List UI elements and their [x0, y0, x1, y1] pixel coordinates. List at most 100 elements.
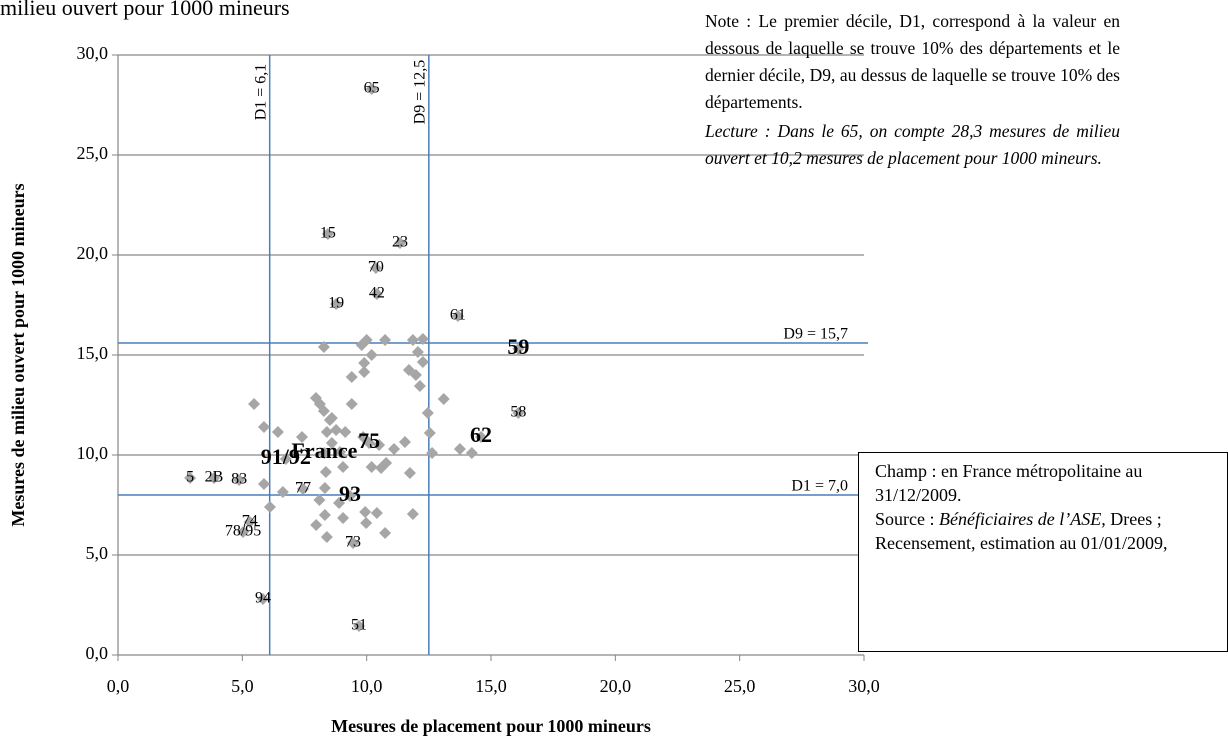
point-label: France: [291, 438, 357, 463]
point: [321, 228, 334, 240]
y-axis-title: Mesures de milieu ouvert pour 1000 mineu…: [8, 183, 28, 526]
note: Note : Le premier décile, D1, correspond…: [705, 11, 1120, 112]
y-tick-label: 25,0: [77, 143, 109, 163]
point: [330, 424, 343, 436]
y-tick-label: 20,0: [77, 243, 109, 263]
point: [320, 531, 333, 543]
point: [256, 593, 269, 605]
y-tick-label: 15,0: [77, 343, 109, 363]
point-label: 94: [255, 590, 271, 607]
point: [379, 527, 392, 539]
point: [409, 369, 422, 381]
point: [373, 439, 386, 451]
x-tick-label: 20,0: [600, 676, 632, 696]
point-label: 91/92: [261, 444, 311, 469]
point: [334, 446, 347, 458]
annotation: D9 = 12,5: [412, 60, 429, 125]
note-block: Note : Le premier décile, D1, correspond…: [705, 8, 1120, 174]
point: [248, 398, 261, 410]
point: [318, 482, 331, 494]
point: [406, 508, 419, 520]
point-label: 51: [351, 617, 367, 634]
point: [320, 426, 333, 438]
point: [365, 83, 378, 95]
point: [184, 472, 197, 484]
chart-title: milieu ouvert pour 1000 mineurs: [0, 0, 290, 20]
point-label: 75: [358, 428, 380, 453]
point: [339, 426, 352, 438]
point-label: 83: [231, 471, 247, 488]
point: [512, 343, 525, 355]
x-tick-label: 0,0: [107, 676, 130, 696]
point-label: 15: [320, 225, 336, 242]
y-tick-label: 10,0: [77, 443, 109, 463]
point-label: 19: [328, 295, 344, 312]
point: [313, 494, 326, 506]
point: [352, 620, 365, 632]
champ: Champ : en France métropolitaine au 31/1…: [875, 461, 1143, 505]
point-label: 74: [242, 513, 258, 530]
point: [406, 334, 419, 346]
point: [257, 421, 270, 433]
point: [411, 346, 424, 358]
point: [318, 447, 331, 459]
source: Source : Bénéficiaires de l’ASE, Drees ;…: [875, 507, 1217, 555]
point: [325, 412, 338, 424]
x-tick-label: 25,0: [724, 676, 756, 696]
lecture: Lecture : Dans le 65, on compte 28,3 mes…: [705, 121, 1120, 168]
point: [475, 431, 488, 443]
x-tick-label: 15,0: [475, 676, 507, 696]
x-tick-label: 10,0: [351, 676, 383, 696]
annotation: D1 = 7,0: [791, 478, 848, 495]
point: [243, 516, 256, 528]
point: [358, 357, 371, 369]
point: [319, 466, 332, 478]
annotation: D9 = 15,7: [783, 326, 848, 343]
point: [423, 427, 436, 439]
point: [344, 490, 357, 502]
point: [318, 509, 331, 521]
point-label: 58: [510, 404, 526, 421]
point-label: 5: [186, 469, 194, 486]
point: [271, 426, 284, 438]
point: [388, 443, 401, 455]
point: [360, 334, 373, 346]
point: [365, 461, 378, 473]
point: [297, 483, 310, 495]
point-label: 78/95: [225, 523, 261, 540]
point: [398, 436, 411, 448]
point: [512, 407, 525, 419]
point-label: 59: [507, 334, 529, 359]
point: [416, 333, 429, 345]
point: [380, 457, 393, 469]
point-label: 77: [295, 480, 311, 497]
point: [310, 519, 323, 531]
point: [333, 497, 346, 509]
annotation: D1 = 6,1: [252, 64, 269, 121]
y-tick-label: 5,0: [86, 543, 109, 563]
source-italic: Bénéficiaires de l’ASE,: [938, 509, 1106, 529]
point: [233, 474, 246, 486]
point-label: 62: [470, 422, 492, 447]
point: [276, 486, 289, 498]
source-rest: Drees ; Recensement, estimation au 01/01…: [875, 509, 1168, 553]
point: [330, 298, 343, 310]
point: [403, 467, 416, 479]
point: [365, 349, 378, 361]
point: [345, 371, 358, 383]
point: [379, 334, 392, 346]
point: [416, 356, 429, 368]
point: [393, 237, 406, 249]
source-box: Champ : en France métropolitaine au 31/1…: [858, 452, 1228, 652]
point: [358, 366, 371, 378]
point: [263, 501, 276, 513]
point: [317, 405, 330, 417]
point: [325, 437, 338, 449]
point: [357, 431, 370, 443]
point: [370, 507, 383, 519]
point: [237, 526, 250, 538]
point: [426, 447, 439, 459]
point-label: 23: [392, 234, 408, 251]
point-label: 93: [339, 481, 361, 506]
